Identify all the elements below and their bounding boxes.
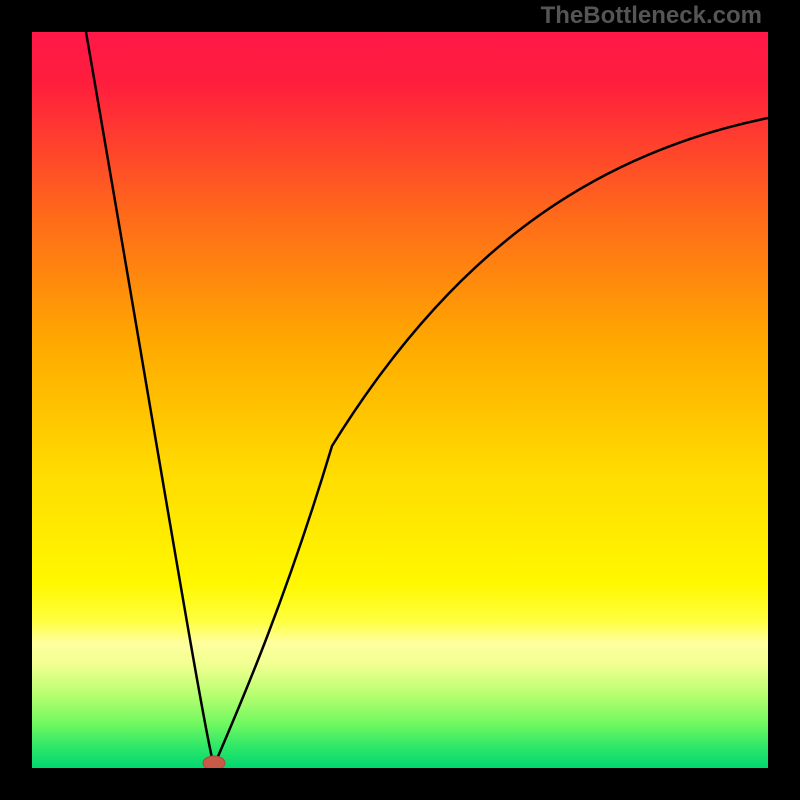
gradient-background — [32, 32, 768, 768]
attribution-text: TheBottleneck.com — [541, 2, 762, 30]
border-right — [768, 0, 800, 800]
border-left — [0, 0, 32, 800]
chart-svg — [32, 32, 768, 768]
chart-frame: TheBottleneck.com — [0, 0, 800, 800]
border-bottom — [0, 768, 800, 800]
plot-area — [32, 32, 768, 768]
